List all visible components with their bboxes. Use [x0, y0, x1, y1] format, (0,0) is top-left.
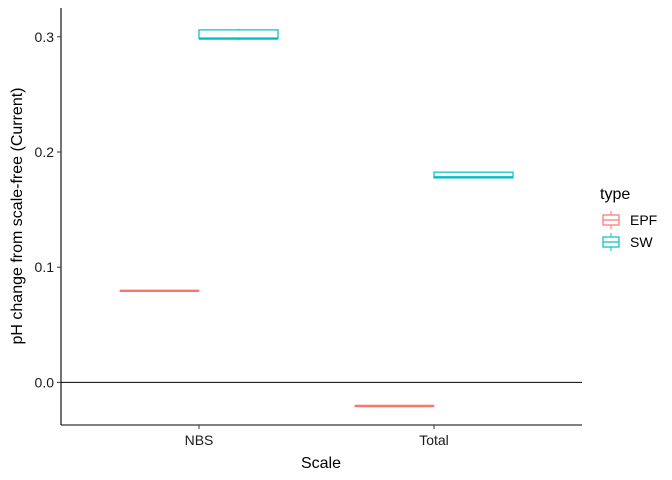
- plot-marks: [61, 28, 582, 408]
- box-sw-nbs: [198, 28, 279, 41]
- box-sw-total: [433, 171, 514, 179]
- x-tick-label: NBS: [185, 432, 214, 448]
- box-body: [198, 29, 279, 40]
- y-tick-label: 0.2: [35, 144, 55, 160]
- legend-entry-epf: EPF: [602, 211, 657, 229]
- y-ticks: 0.0 0.1 0.2 0.3: [35, 29, 61, 390]
- y-tick-label: 0.1: [35, 259, 55, 275]
- x-ticks: NBS Total: [185, 425, 449, 448]
- legend-title: type: [600, 186, 630, 203]
- y-tick-label: 0.3: [35, 29, 55, 45]
- y-tick-label: 0.0: [35, 374, 55, 390]
- legend-label: SW: [630, 234, 653, 250]
- legend-label: EPF: [630, 212, 657, 228]
- legend: type EPF SW: [600, 186, 657, 251]
- legend-entry-sw: SW: [602, 233, 653, 251]
- x-tick-label: Total: [419, 432, 449, 448]
- axes: 0.0 0.1 0.2 0.3 NBS Total: [35, 8, 582, 448]
- legend-entries: EPF SW: [602, 211, 657, 251]
- x-axis-title: Scale: [301, 455, 341, 472]
- y-axis-title: pH change from scale-free (Current): [9, 88, 26, 345]
